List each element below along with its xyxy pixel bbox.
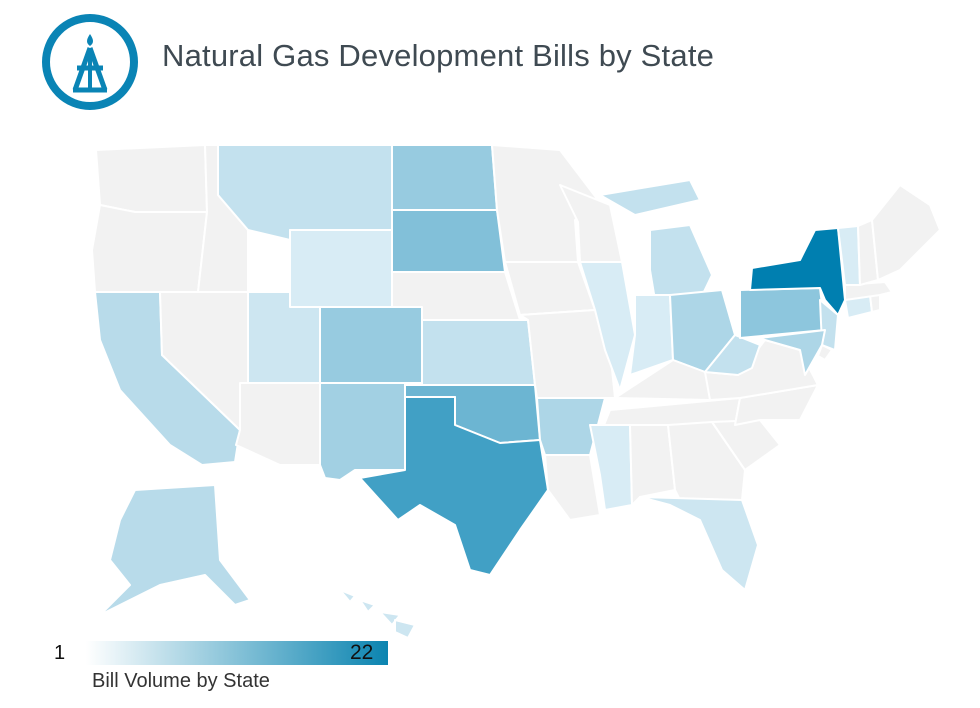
state-in[interactable] xyxy=(629,294,674,376)
legend: 1 xyxy=(50,636,390,700)
state-me[interactable] xyxy=(871,184,941,281)
state-ak[interactable] xyxy=(99,484,251,616)
legend-min-label: 1 xyxy=(54,642,66,664)
state-md[interactable] xyxy=(759,329,826,376)
state-mt[interactable] xyxy=(217,144,393,241)
state-ma[interactable] xyxy=(844,281,893,301)
state-de[interactable] xyxy=(817,344,833,361)
state-il[interactable] xyxy=(579,261,636,391)
state-nd[interactable] xyxy=(391,144,498,211)
state-pa[interactable] xyxy=(739,287,826,339)
state-hi[interactable] xyxy=(339,589,416,639)
state-nm[interactable] xyxy=(319,382,406,481)
legend-caption: Bill Volume by State xyxy=(92,670,270,692)
state-wy[interactable] xyxy=(289,229,393,308)
state-mn[interactable] xyxy=(491,144,599,263)
legend-max-label: 22 xyxy=(350,641,374,664)
legend-gradient-bar xyxy=(86,641,388,665)
gas-rig-icon xyxy=(42,14,138,110)
state-la[interactable] xyxy=(544,454,601,521)
state-ks[interactable] xyxy=(421,319,536,386)
header: Natural Gas Development Bills by State xyxy=(0,0,980,120)
state-ny[interactable] xyxy=(749,227,846,316)
state-fl[interactable] xyxy=(639,496,759,591)
state-tx[interactable] xyxy=(359,396,549,576)
state-al[interactable] xyxy=(629,424,676,506)
state-az[interactable] xyxy=(235,382,321,466)
state-co[interactable] xyxy=(319,306,423,384)
state-nc[interactable] xyxy=(734,384,819,426)
state-ms[interactable] xyxy=(589,424,633,511)
state-sd[interactable] xyxy=(391,209,506,273)
page-title: Natural Gas Development Bills by State xyxy=(162,38,715,73)
state-ri[interactable] xyxy=(869,294,881,313)
state-or[interactable] xyxy=(91,204,208,293)
state-wa[interactable] xyxy=(95,144,208,213)
state-wv[interactable] xyxy=(704,334,761,376)
